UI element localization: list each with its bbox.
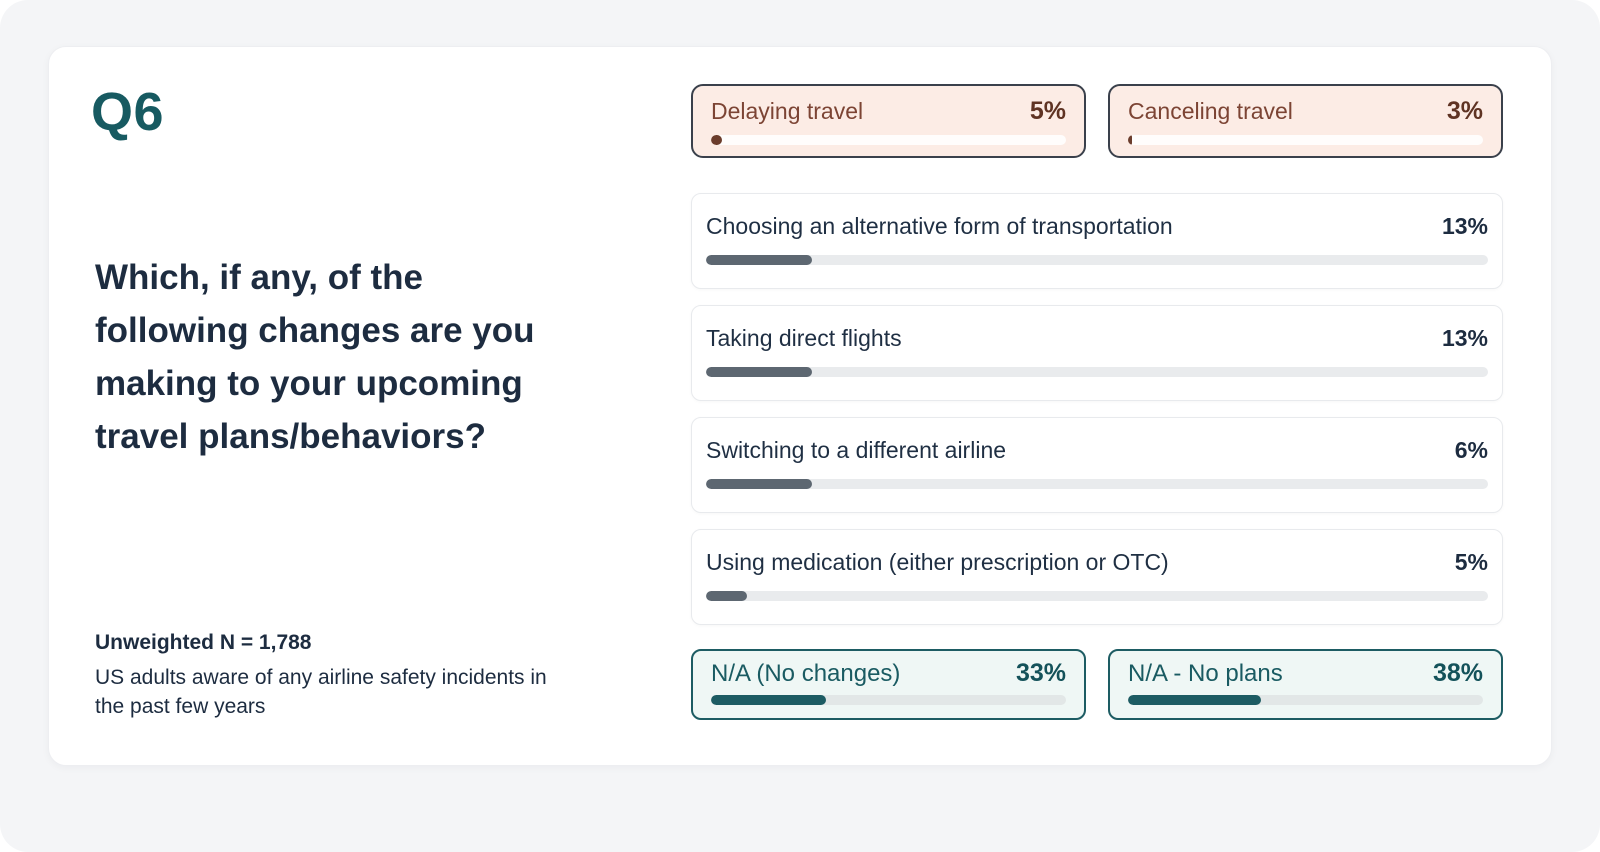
question-line: making to your upcoming [95,364,523,403]
result-value: 13% [1441,325,1488,351]
result-value: 3% [1446,97,1483,125]
bar-fill [706,367,812,377]
bar-track [1128,695,1483,705]
question-title: Which, if any, of the following changes … [95,251,695,463]
bar-track [706,255,1488,265]
result-value: 13% [1441,213,1488,239]
report-card: Q6 Which, if any, of the following chang… [48,46,1552,766]
question-id-label: Q6 [91,82,165,142]
sample-base-text: US adults aware of any airline safety in… [95,666,547,718]
bar-track [1128,135,1483,145]
bar-fill [1128,695,1262,705]
result-label: Switching to a different airline [706,437,1007,463]
result-card-different-airline: Switching to a different airline 6% [691,417,1503,513]
result-label: N/A (No changes) [711,660,901,687]
results-column: Delaying travel 5% Canceling travel 3% [691,47,1503,767]
bar-fill [711,135,722,145]
result-card-delaying-travel: Delaying travel 5% [691,84,1086,158]
result-label: N/A - No plans [1128,660,1283,687]
result-card-canceling-travel: Canceling travel 3% [1108,84,1503,158]
bar-track [711,695,1066,705]
bar-fill [706,479,812,489]
result-card-using-medication: Using medication (either prescription or… [691,529,1503,625]
na-cards-row: N/A (No changes) 33% N/A - No plans 38% [691,649,1503,720]
result-card-na-no-plans: N/A - No plans 38% [1108,649,1503,720]
bar-track [706,367,1488,377]
bar-track [706,591,1488,601]
result-card-direct-flights: Taking direct flights 13% [691,305,1503,401]
result-label: Taking direct flights [706,325,902,351]
question-line: travel plans/behaviors? [95,417,486,456]
result-value: 6% [1454,437,1488,463]
unweighted-n-label: Unweighted N = 1,788 [95,631,312,654]
result-card-na-no-changes: N/A (No changes) 33% [691,649,1086,720]
result-value: 38% [1432,659,1483,687]
bar-track [706,479,1488,489]
highlighted-cards-row: Delaying travel 5% Canceling travel 3% [691,84,1503,158]
result-label: Using medication (either prescription or… [706,549,1169,575]
question-line: Which, if any, of the [95,258,423,297]
result-label: Canceling travel [1128,98,1293,124]
bar-fill [1128,135,1133,145]
question-line: following changes are you [95,311,535,350]
result-value: 5% [1454,549,1488,575]
result-value: 33% [1015,659,1066,687]
bar-fill [706,591,747,601]
result-value: 5% [1029,97,1066,125]
sample-footnote: Unweighted N = 1,788 US adults aware of … [95,631,575,721]
result-label: Choosing an alternative form of transpor… [706,213,1173,239]
bar-track [711,135,1066,145]
bar-fill [711,695,827,705]
result-card-alternative-transportation: Choosing an alternative form of transpor… [691,193,1503,289]
bar-fill [706,255,812,265]
result-label: Delaying travel [711,98,864,124]
